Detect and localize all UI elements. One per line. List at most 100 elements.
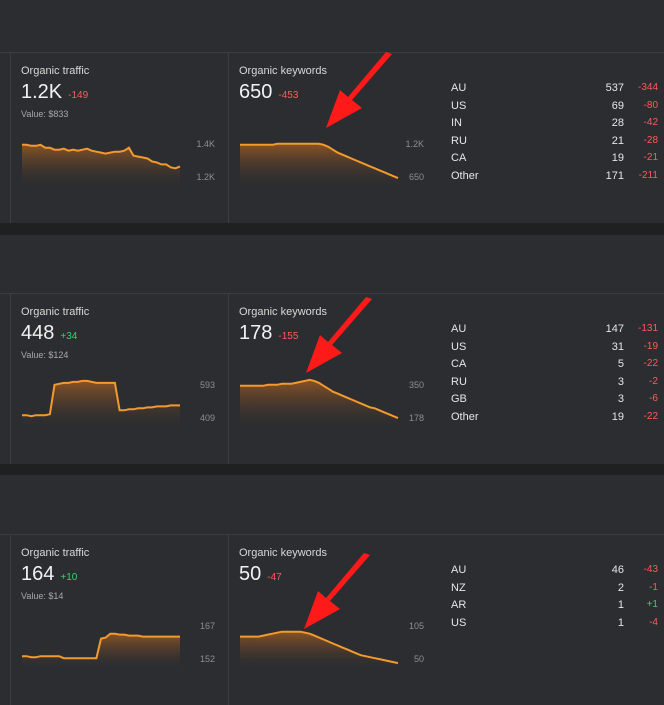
metric-delta: -149	[68, 90, 89, 101]
sparkline-line	[22, 143, 181, 170]
country-delta: -21	[643, 152, 658, 164]
sparkline-chart	[22, 143, 181, 186]
country-row[interactable]: AU 147 -131	[451, 323, 658, 337]
red-arrow-icon	[326, 52, 392, 128]
axis-min-label: 50	[413, 654, 424, 664]
country-delta: -211	[638, 170, 658, 181]
sparkline-line	[240, 630, 399, 665]
sparkline-area	[22, 633, 180, 668]
metric-label: Organic keywords	[239, 65, 328, 77]
axis-min-label: 409	[199, 413, 215, 423]
metric-value-row: 164 +10	[21, 563, 77, 586]
country-row[interactable]: CA 5 -22	[451, 358, 658, 372]
country-delta: -80	[643, 99, 658, 111]
country-code: CA	[451, 358, 467, 371]
axis-min-label: 152	[199, 654, 215, 664]
metric-delta: -155	[278, 331, 299, 342]
country-row[interactable]: Other 171 -211	[451, 170, 658, 184]
axis-min-label: 1.2K	[196, 172, 215, 182]
country-row[interactable]: NZ 2 -1	[451, 582, 658, 596]
country-delta: -4	[649, 616, 658, 628]
sparkline-line	[240, 378, 399, 420]
axis-max-label: 593	[199, 380, 215, 390]
country-delta: -131	[637, 323, 658, 334]
country-row[interactable]: AU 46 -43	[451, 564, 658, 578]
sparkline-area	[240, 631, 398, 668]
country-breakdown: AU 147 -131 US 31 -19 CA 5 -22 RU 3 -2 GB 3 -6 Other 19 -…	[448, 294, 658, 464]
axis-max-label: 1.2K	[405, 139, 424, 149]
country-code: US	[451, 616, 467, 629]
country-delta: -1	[649, 581, 658, 593]
metric-label: Organic keywords	[239, 306, 328, 318]
metric-value-row: 448 +34	[21, 322, 77, 345]
country-keywords: 21	[611, 134, 624, 147]
country-code: RU	[451, 134, 467, 147]
country-code: AU	[451, 82, 467, 94]
country-code: US	[451, 340, 467, 353]
country-row[interactable]: US 1 -4	[451, 617, 658, 631]
metric-value: 1.2K	[21, 81, 63, 103]
metric-value-row: 178 -155	[239, 322, 298, 345]
metric-delta: -453	[278, 90, 299, 101]
country-row[interactable]: IN 28 -42	[451, 117, 658, 131]
country-row[interactable]: AR 1 +1	[451, 599, 658, 613]
country-code: Other	[451, 411, 479, 423]
separator-band-2	[0, 463, 664, 475]
axis-min-label: 650	[408, 172, 424, 182]
metric-label: Organic traffic	[21, 547, 90, 559]
sparkline-area	[240, 143, 398, 186]
country-row[interactable]: Other 19 -22	[451, 411, 658, 425]
country-row[interactable]: CA 19 -21	[451, 152, 658, 166]
country-row[interactable]: GB 3 -6	[451, 393, 658, 407]
country-code: US	[451, 99, 467, 112]
traffic-value: Value: $14	[21, 591, 64, 601]
country-code: RU	[451, 375, 467, 388]
sparkline-chart	[22, 632, 180, 668]
country-code: AR	[451, 599, 467, 612]
country-code: IN	[451, 117, 462, 130]
country-keywords: 171	[605, 170, 624, 182]
metric-label: Organic traffic	[21, 306, 90, 318]
country-keywords: 5	[617, 358, 624, 371]
metric-value-row: 1.2K -149	[21, 81, 88, 104]
organic-keywords-card[interactable]: Organic keywords 178 -155 350 178	[228, 294, 436, 464]
organic-traffic-card[interactable]: Organic traffic 164 +10 Value: $14 167 152	[10, 535, 227, 705]
country-keywords: 19	[611, 411, 624, 423]
country-row[interactable]: AU 537 -344	[451, 82, 658, 96]
country-keywords: 537	[605, 82, 624, 94]
metric-value: 50	[239, 563, 262, 585]
sparkline-area	[22, 144, 180, 186]
country-delta: -2	[649, 375, 658, 387]
sparkline-area	[22, 380, 180, 427]
country-keywords: 3	[617, 393, 624, 406]
axis-max-label: 1.4K	[196, 139, 215, 149]
country-code: CA	[451, 152, 467, 165]
report-panel: Organic traffic 164 +10 Value: $14 167 152 Org…	[0, 534, 664, 705]
country-row[interactable]: US 69 -80	[451, 100, 658, 114]
axis-min-label: 178	[408, 413, 424, 423]
metric-value-row: 50 -47	[239, 563, 282, 586]
country-delta: +1	[646, 599, 658, 611]
country-keywords: 31	[611, 340, 624, 353]
country-keywords: 2	[617, 581, 624, 594]
country-row[interactable]: US 31 -19	[451, 341, 658, 355]
country-keywords: 1	[617, 616, 624, 629]
organic-traffic-card[interactable]: Organic traffic 448 +34 Value: $124 593 409	[10, 294, 227, 464]
country-delta: -344	[637, 82, 658, 93]
organic-keywords-card[interactable]: Organic keywords 650 -453 1.2K 650	[228, 53, 436, 223]
red-arrow-icon	[306, 297, 372, 373]
country-row[interactable]: RU 3 -2	[451, 376, 658, 390]
red-arrow-icon	[304, 553, 370, 629]
sparkline-chart	[240, 142, 399, 186]
separator-band-top	[0, 0, 664, 51]
metric-label: Organic traffic	[21, 65, 90, 77]
organic-traffic-card[interactable]: Organic traffic 1.2K -149 Value: $833 1.4K 1.…	[10, 53, 227, 223]
country-row[interactable]: RU 21 -28	[451, 135, 658, 149]
country-code: AU	[451, 323, 467, 335]
country-code: GB	[451, 393, 467, 406]
traffic-value: Value: $124	[21, 350, 69, 360]
country-delta: -22	[643, 411, 658, 422]
organic-keywords-card[interactable]: Organic keywords 50 -47 105 50	[228, 535, 436, 705]
country-keywords: 69	[611, 99, 624, 112]
metric-delta: +34	[60, 331, 78, 342]
